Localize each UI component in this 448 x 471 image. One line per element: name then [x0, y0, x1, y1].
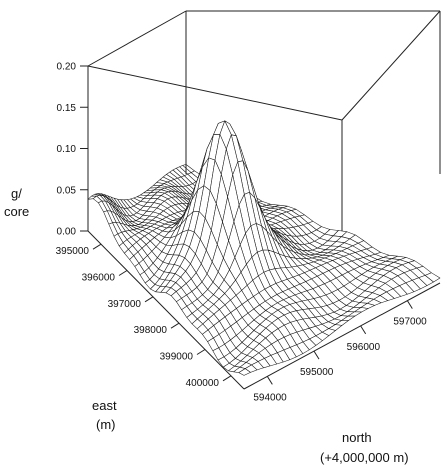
z-tick-label: 0.05	[57, 185, 77, 196]
north-tick	[313, 350, 320, 360]
box-edge-back-top-left	[87, 65, 343, 121]
north-axis-title-line2: (+4,000,000 m)	[320, 450, 409, 465]
north-tick-label: 596000	[347, 342, 381, 353]
north-tick-label: 597000	[393, 317, 427, 328]
east-tick	[118, 270, 128, 276]
box-edge-top-back	[87, 10, 187, 67]
surface-cell	[238, 368, 251, 376]
north-tick	[266, 376, 273, 385]
east-axis-title-line1: east	[92, 398, 117, 413]
east-tick-label: 395000	[56, 246, 90, 257]
east-tick	[222, 375, 232, 382]
north-axis-title-line1: north	[342, 430, 372, 445]
east-tick-label: 400000	[186, 378, 220, 389]
north-tick-label: 595000	[300, 367, 334, 378]
north-tick	[360, 325, 367, 335]
east-axis: 395000 396000 397000 398000 399000 400000	[56, 230, 245, 390]
east-tick	[144, 296, 154, 303]
east-tick-label: 398000	[134, 325, 168, 336]
north-axis-line	[243, 282, 441, 390]
z-tick-label: 0.10	[57, 144, 77, 155]
z-axis-title-line1: g/	[11, 186, 22, 201]
north-tick	[406, 300, 413, 309]
east-tick	[196, 349, 206, 355]
east-tick-label: 397000	[108, 299, 142, 310]
z-tick-label: 0.20	[57, 62, 77, 73]
north-tick-label: 594000	[253, 392, 287, 403]
north-axis: 594000 595000 596000 597000	[243, 282, 441, 403]
z-axis-title-line2: core	[4, 204, 29, 219]
east-tick-label: 396000	[82, 273, 116, 284]
east-tick	[92, 243, 102, 250]
box-edge-back-top	[341, 10, 441, 121]
z-tick-label: 0.15	[57, 103, 77, 114]
surface-mesh	[87, 120, 441, 376]
z-axis: 0.20 0.15 0.10 0.05 0.00	[57, 62, 88, 238]
z-tick-label: 0.00	[57, 227, 77, 238]
east-tick-label: 399000	[160, 352, 194, 363]
east-tick	[170, 322, 180, 329]
east-axis-line	[87, 230, 245, 390]
east-axis-title-line2: (m)	[96, 417, 116, 432]
